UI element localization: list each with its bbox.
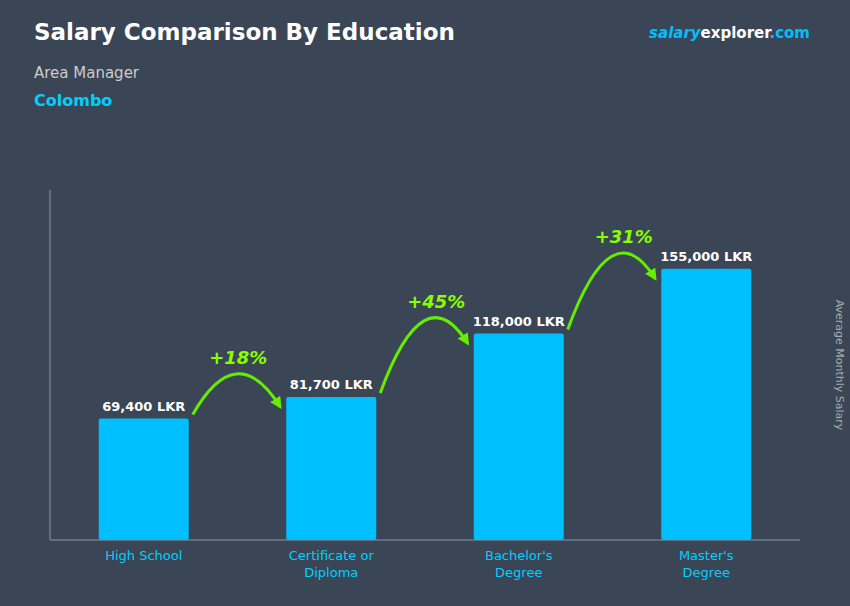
x-tick-label-line: Degree: [495, 565, 542, 580]
watermark-part: explorer: [701, 24, 773, 42]
change-label: +45%: [407, 291, 465, 312]
background: [0, 0, 850, 606]
x-tick-label-line: Master's: [679, 548, 734, 563]
x-tick-label: High School: [105, 548, 182, 563]
x-tick-label-line: Bachelor's: [485, 548, 553, 563]
subtitle: Colombo: [34, 91, 112, 110]
bar: [474, 334, 564, 541]
data-label: 118,000 LKR: [473, 314, 565, 329]
change-arrow: [568, 253, 656, 329]
data-label: 81,700 LKR: [290, 377, 373, 392]
chart: Salary Comparison By Education Area Manag…: [0, 0, 850, 606]
data-label: 155,000 LKR: [660, 249, 752, 264]
title: Salary Comparison By Education: [34, 19, 455, 45]
subtitle: Area Manager: [34, 64, 140, 82]
bar: [286, 397, 376, 540]
change-arrow: [193, 374, 281, 415]
bars: [99, 269, 752, 540]
x-tick-label-line: Diploma: [304, 565, 358, 580]
watermark: salaryexplorer.com: [649, 24, 810, 42]
data-label: 69,400 LKR: [102, 399, 185, 414]
bar: [661, 269, 751, 540]
bar: [99, 419, 189, 540]
x-tick-label: Certificate or Diploma: [289, 548, 375, 580]
x-tick-label: Bachelor's Degree: [485, 548, 553, 580]
change-arrow: [380, 318, 468, 393]
y-axis-line: [50, 190, 51, 540]
x-tick-label-line: Degree: [683, 565, 730, 580]
change-label: +18%: [209, 347, 267, 368]
watermark-part: salary: [649, 24, 702, 42]
change-label: +31%: [595, 226, 653, 247]
x-tick-label: Master's Degree: [679, 548, 734, 580]
x-tick-label-line: High School: [105, 548, 182, 563]
watermark-part: .com: [769, 24, 810, 42]
x-tick-label-line: Certificate or: [289, 548, 375, 563]
y-axis-label: Average Monthly Salary: [833, 300, 846, 431]
